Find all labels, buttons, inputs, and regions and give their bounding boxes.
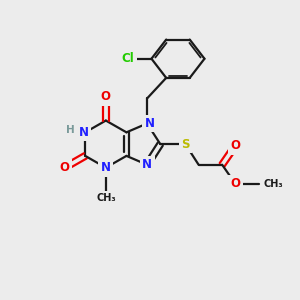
Text: N: N	[142, 158, 152, 171]
Text: N: N	[144, 117, 154, 130]
Text: N: N	[101, 161, 111, 174]
Text: O: O	[60, 161, 70, 174]
Text: O: O	[230, 139, 240, 152]
Text: Cl: Cl	[122, 52, 134, 65]
Text: N: N	[79, 126, 89, 139]
Text: O: O	[101, 91, 111, 103]
Text: O: O	[230, 177, 240, 190]
Text: H: H	[66, 125, 75, 135]
Text: CH₃: CH₃	[96, 193, 116, 203]
Text: S: S	[181, 138, 190, 151]
Text: CH₃: CH₃	[263, 179, 283, 189]
